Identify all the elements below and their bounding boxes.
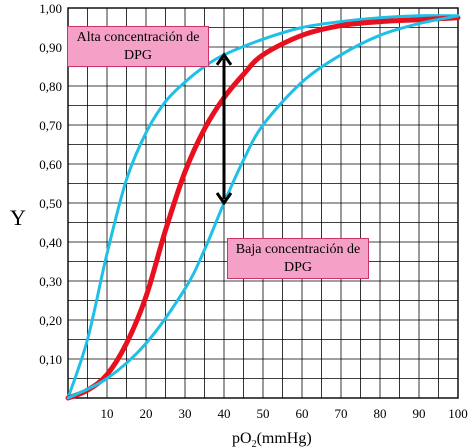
plot-frame <box>67 7 459 399</box>
x-tick-label: 60 <box>296 406 309 421</box>
x-axis-label: pO2(mmHg) <box>232 430 312 447</box>
y-tick-label: 0,50 <box>39 196 62 211</box>
x-axis-label-base: pO <box>232 430 252 447</box>
curve-high-dpg <box>66 14 460 400</box>
y-tick-label: 0,80 <box>39 79 62 94</box>
y-tick-label: 1,00 <box>39 1 62 16</box>
curve-low-dpg <box>66 14 460 400</box>
y-tick-labels: 0,10 0,20 0,30 0,40 0,50 0,60 0,70 0,80 0,90 1,00 <box>39 1 62 367</box>
y-tick-label: 0,30 <box>39 274 62 289</box>
arrow-head-down <box>215 192 233 206</box>
axes <box>67 7 459 399</box>
y-tick-label: 0,90 <box>39 40 62 55</box>
x-tick-label: 30 <box>179 406 192 421</box>
x-tick-label: 90 <box>413 406 426 421</box>
y-axis-label: Y <box>10 205 26 230</box>
curve-normal <box>65 15 461 401</box>
y-tick-label: 0,40 <box>39 235 62 250</box>
x-tick-label: 80 <box>374 406 387 421</box>
curves <box>65 14 461 401</box>
x-axis-label-unit: (mmHg) <box>257 430 312 447</box>
double-arrow <box>215 52 233 206</box>
y-tick-label: 0,10 <box>39 352 62 367</box>
annotation-high-dpg: Alta concentración de DPG <box>67 26 209 67</box>
x-tick-labels: 10 20 30 40 50 60 70 80 90 100 <box>101 406 468 421</box>
x-tick-label: 50 <box>257 406 270 421</box>
x-tick-label: 20 <box>140 406 153 421</box>
x-axis-label-subscript: 2 <box>252 439 257 447</box>
y-tick-label: 0,60 <box>39 157 62 172</box>
x-tick-label: 10 <box>101 406 114 421</box>
annotation-low-dpg: Baja concentración de DPG <box>227 238 369 279</box>
x-tick-label: 70 <box>335 406 348 421</box>
arrow-head-up <box>215 52 233 66</box>
y-tick-label: 0,20 <box>39 313 62 328</box>
x-tick-label: 100 <box>448 406 468 421</box>
y-tick-label: 0,70 <box>39 118 62 133</box>
x-tick-label: 40 <box>218 406 231 421</box>
